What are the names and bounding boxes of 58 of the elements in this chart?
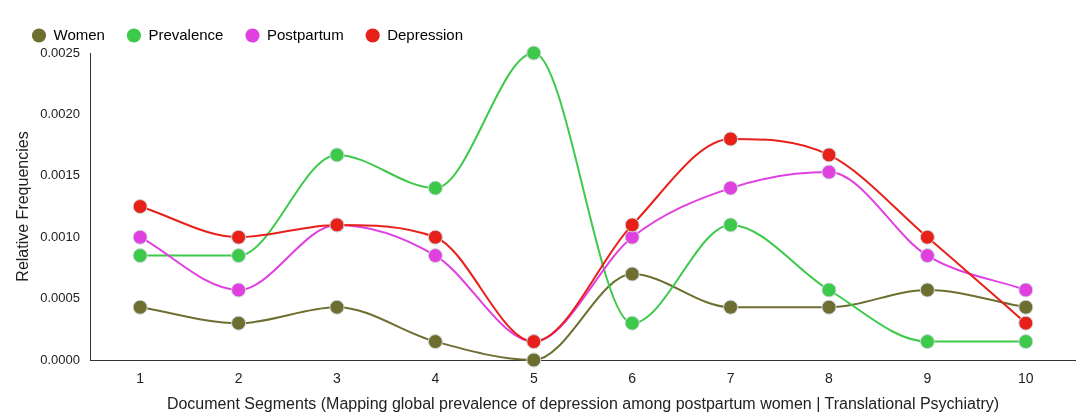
- y-axis-title: Relative Frequencies: [14, 131, 32, 282]
- point: [1018, 299, 1034, 315]
- point: [821, 299, 837, 315]
- point: [427, 229, 443, 245]
- point: [919, 282, 935, 298]
- point: [821, 164, 837, 180]
- y-tick-label: 0.0005: [40, 290, 80, 306]
- x-tick-label: 7: [726, 370, 735, 387]
- point: [526, 352, 542, 368]
- point: [723, 180, 739, 196]
- point: [919, 229, 935, 245]
- x-tick-label: 1: [136, 370, 145, 387]
- x-tick-label: 10: [1018, 370, 1034, 387]
- x-tick-label: 3: [333, 370, 342, 387]
- point: [723, 299, 739, 315]
- point: [919, 334, 935, 350]
- x-axis-title: Document Segments (Mapping global prevalence of depression among postpartum women | Translational Psychiatry): [166, 394, 1000, 412]
- y-tick-label: 0.0020: [40, 105, 80, 121]
- point: [624, 217, 640, 233]
- point: [132, 299, 148, 315]
- point: [231, 248, 247, 264]
- x-tick-label: 6: [628, 370, 637, 387]
- point: [132, 229, 148, 245]
- point: [231, 229, 247, 245]
- point: [624, 266, 640, 282]
- point: [723, 131, 739, 147]
- point: [624, 315, 640, 331]
- x-tick-label: 4: [431, 370, 440, 387]
- point: [329, 147, 345, 163]
- legend-label: Postpartum: [266, 25, 344, 43]
- x-tick-label: 2: [234, 370, 243, 387]
- point: [329, 299, 345, 315]
- point: [526, 45, 542, 61]
- point: [427, 334, 443, 350]
- legend-label: Prevalence: [148, 25, 224, 43]
- y-tick-label: 0.0025: [40, 44, 80, 60]
- y-tick-label: 0.0000: [40, 351, 80, 367]
- y-tick-label: 0.0010: [40, 228, 80, 244]
- point: [821, 147, 837, 163]
- x-tick-label: 5: [529, 370, 538, 387]
- point: [132, 248, 148, 264]
- point: [821, 282, 837, 298]
- point: [1018, 282, 1034, 298]
- y-tick-label: 0.0015: [40, 167, 80, 183]
- point: [427, 248, 443, 264]
- point: [231, 282, 247, 298]
- point: [624, 229, 640, 245]
- point: [132, 199, 148, 214]
- point: [1018, 334, 1034, 350]
- legend-label: Depression: [387, 25, 464, 43]
- point: [723, 217, 739, 233]
- point: [231, 315, 247, 331]
- x-tick-label: 9: [923, 370, 932, 387]
- x-tick-label: 8: [825, 370, 834, 387]
- point: [1018, 315, 1034, 331]
- legend-label: Women: [53, 25, 105, 43]
- point: [427, 180, 443, 196]
- point: [919, 248, 935, 264]
